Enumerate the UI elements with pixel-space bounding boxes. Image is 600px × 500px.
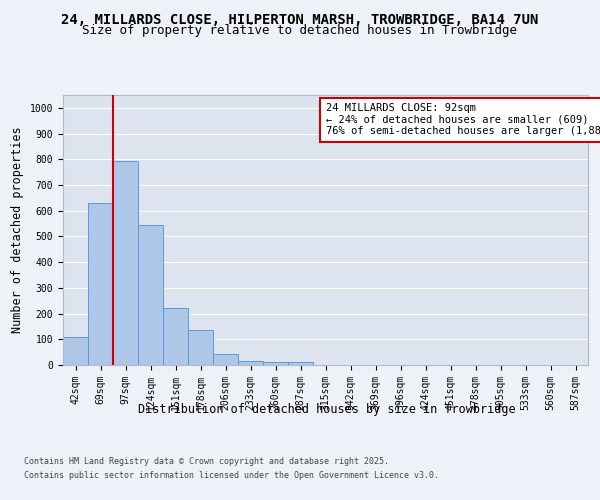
Bar [138,225,163,365]
Bar [238,361,263,365]
Text: Contains public sector information licensed under the Open Government Licence v3: Contains public sector information licen… [24,471,439,480]
Bar [213,354,238,365]
Bar [163,308,188,365]
Bar [263,362,288,365]
Bar [113,160,138,365]
Text: 24 MILLARDS CLOSE: 92sqm
← 24% of detached houses are smaller (609)
76% of semi-: 24 MILLARDS CLOSE: 92sqm ← 24% of detach… [325,103,600,136]
Bar [188,330,213,365]
Bar [63,338,88,365]
Bar [288,362,313,365]
Text: 24, MILLARDS CLOSE, HILPERTON MARSH, TROWBRIDGE, BA14 7UN: 24, MILLARDS CLOSE, HILPERTON MARSH, TRO… [61,12,539,26]
Text: Contains HM Land Registry data © Crown copyright and database right 2025.: Contains HM Land Registry data © Crown c… [24,458,389,466]
Bar [88,203,113,365]
Text: Distribution of detached houses by size in Trowbridge: Distribution of detached houses by size … [138,402,516,415]
Y-axis label: Number of detached properties: Number of detached properties [11,126,24,334]
Text: Size of property relative to detached houses in Trowbridge: Size of property relative to detached ho… [83,24,517,37]
